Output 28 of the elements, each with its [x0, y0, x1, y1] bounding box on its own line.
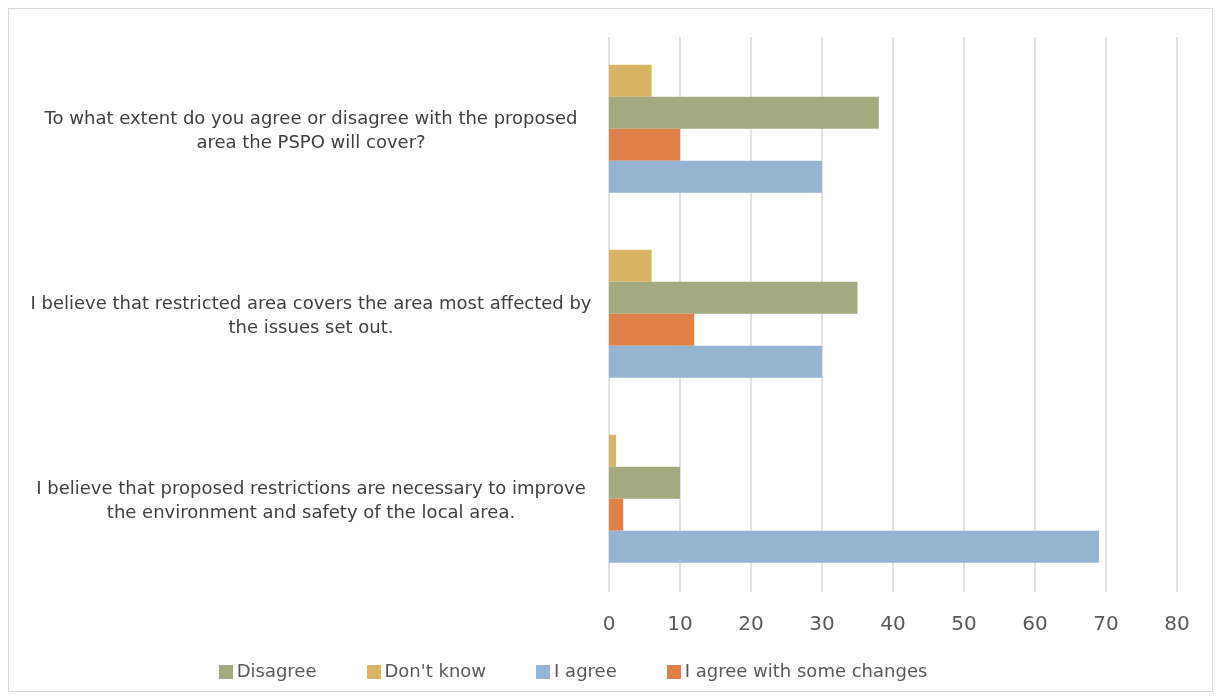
x-tick-label: 20 — [738, 611, 764, 636]
x-tick-label: 40 — [880, 611, 906, 636]
y-tick-label: To what extent do you agree or disagree with the proposed area the PSPO will cover? — [43, 106, 578, 152]
bar — [609, 96, 879, 129]
bar — [609, 530, 1099, 563]
x-tick-label: 30 — [809, 611, 835, 636]
bar — [609, 313, 695, 346]
legend-label: I agree with some changes — [684, 660, 928, 681]
legend-label: Disagree — [236, 660, 317, 681]
bar — [609, 281, 858, 314]
bar — [609, 160, 822, 193]
bar — [609, 434, 617, 467]
bar — [609, 64, 652, 97]
legend-label: Don't know — [384, 660, 487, 681]
bar — [609, 466, 680, 499]
y-tick-label: I believe that restricted area covers the area most affected by the issues set out. — [30, 291, 592, 337]
bar — [609, 128, 680, 161]
legend-label: I agree — [554, 660, 617, 681]
x-tick-label: 60 — [1022, 611, 1048, 636]
x-tick-label: 0 — [602, 611, 616, 636]
y-tick-label: I believe that proposed restrictions are necessary to improve the environment and safety of the local area. — [36, 476, 586, 522]
x-tick-label: 50 — [951, 611, 977, 636]
bar — [609, 345, 822, 378]
bar — [609, 498, 624, 531]
bar — [609, 249, 652, 282]
x-tick-label: 70 — [1093, 611, 1119, 636]
x-tick-label: 10 — [667, 611, 693, 636]
x-tick-label: 80 — [1164, 611, 1190, 636]
